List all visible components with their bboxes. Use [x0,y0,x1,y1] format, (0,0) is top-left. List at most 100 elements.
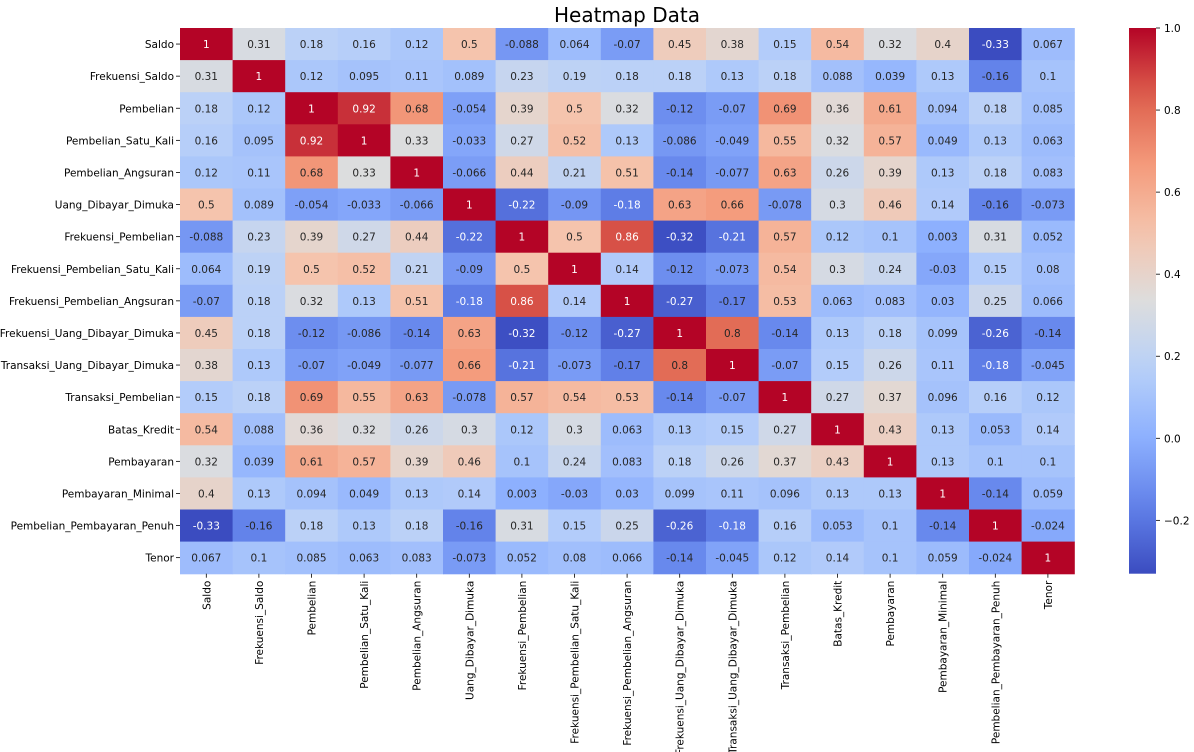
x-tick-label: Pembelian_Satu_Kali [359,581,371,689]
cell-value-label: 0.12 [300,71,323,83]
heatmap-cell [969,445,1023,478]
cell-value-label: 0.25 [615,521,638,533]
heatmap-cell [758,92,812,125]
heatmap-cell [285,413,339,446]
heatmap-cell [969,252,1023,286]
heatmap-cell [758,220,812,254]
heatmap-cell [600,509,654,543]
heatmap-cell [1021,124,1075,157]
cell-value-label: 0.5 [303,264,320,276]
y-tick-label: Tenor [145,553,175,565]
cell-value-label: 0.12 [510,424,533,436]
heatmap-cell [337,381,391,414]
colorbar-tick-label: 1.0 [1164,23,1181,35]
cell-value-label: 1 [256,71,263,83]
cell-value-label: 0.063 [349,553,379,565]
colorbar-tick-label: 0.8 [1164,105,1181,117]
heatmap-cell [232,156,286,190]
heatmap-cell [758,381,812,414]
cell-value-label: -0.27 [666,296,693,308]
cell-value-label: -0.045 [1031,360,1065,372]
heatmap-cell [443,188,497,222]
heatmap-cell [706,188,760,222]
cell-value-label: -0.14 [666,167,693,179]
cell-value-label: -0.077 [715,167,749,179]
heatmap-cell [811,509,865,543]
heatmap-cell [232,220,286,254]
cell-value-label: 0.08 [1036,264,1059,276]
x-tick-label: Frekuensi_Pembelian [517,581,529,691]
cell-value-label: -0.12 [561,328,588,340]
cell-value-label: 0.33 [352,167,375,179]
heatmap-cell [180,413,234,446]
colorbar: 1.0 0.8 0.6 0.4 0.2 0.0 −0.2 [1129,23,1190,574]
heatmap-cell [653,220,707,254]
heatmap-cell [180,60,234,93]
heatmap-cell [758,156,812,190]
cell-value-label: 0.61 [878,103,901,115]
cell-value-label: 0.53 [773,296,796,308]
cell-value-label: 0.13 [668,424,691,436]
y-tick-label: Pembayaran_Minimal [62,488,174,500]
cell-value-label: -0.17 [719,296,746,308]
heatmap-cell [285,316,339,350]
heatmap-cell [443,445,497,478]
heatmap-cell [337,188,391,222]
cell-value-label: 0.3 [829,264,846,276]
heatmap-cell [548,477,602,511]
cell-value-label: 0.14 [826,553,850,565]
heatmap-cell [548,509,602,543]
heatmap-cell [285,220,339,254]
heatmap-cell [969,156,1023,190]
heatmap-cell [495,188,549,222]
heatmap-cell [653,252,707,286]
heatmap-cell [232,284,286,318]
cell-value-label: 0.15 [984,264,1007,276]
cell-value-label: -0.33 [193,521,220,533]
cell-value-label: 0.27 [773,424,796,436]
cell-value-label: 0.54 [773,264,797,276]
colorbar-tick-label: 0.4 [1164,269,1181,281]
heatmap-cell [811,284,865,318]
cell-value-label: 0.13 [931,424,954,436]
cell-value-label: 0.45 [195,328,218,340]
cell-value-label: 0.15 [563,521,586,533]
cell-value-label: 0.45 [668,39,691,51]
cell-value-label: 1 [519,232,526,244]
cell-value-label: 0.61 [300,456,323,468]
heatmap-cell [443,220,497,254]
cell-value-label: -0.07 [614,39,641,51]
cell-value-label: -0.088 [189,232,223,244]
heatmap-cell [600,381,654,414]
heatmap-cell [232,92,286,125]
heatmap-cell [600,156,654,190]
cell-value-label: 0.099 [665,488,695,500]
x-tick-label: Frekuensi_Saldo [254,581,266,665]
heatmap-cell [916,156,970,190]
heatmap-cell [232,445,286,478]
cell-value-label: 0.083 [1033,167,1063,179]
cell-value-label: 0.083 [402,553,432,565]
heatmap-cell [600,252,654,286]
heatmap-cell [495,92,549,125]
cell-value-label: 0.37 [878,392,901,404]
heatmap-cell [1021,92,1075,125]
heatmap-cell [443,60,497,93]
cell-value-label: -0.033 [452,135,486,147]
cell-value-label: -0.33 [982,39,1009,51]
heatmap-cell [811,413,865,446]
cell-value-label: 0.51 [615,167,638,179]
heatmap-cell [811,349,865,382]
heatmap-cell [232,509,286,543]
heatmap-cell [863,188,917,222]
heatmap-cell [916,477,970,511]
cell-value-label: 0.92 [352,103,375,115]
cell-value-label: 0.24 [878,264,902,276]
cell-value-label: -0.045 [715,553,749,565]
heatmap-cell [969,220,1023,254]
cell-value-label: 0.3 [829,200,846,212]
colorbar-tick-label: 0.0 [1164,433,1181,445]
cell-value-label: 0.1 [514,456,531,468]
cell-value-label: 0.32 [195,456,218,468]
heatmap-cell [706,349,760,382]
